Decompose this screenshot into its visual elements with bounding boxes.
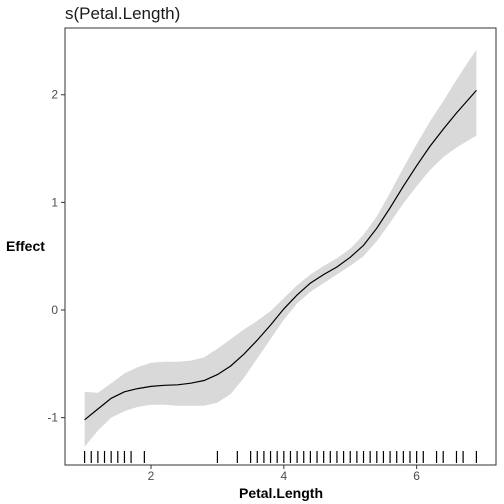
smooth-line (84, 90, 477, 421)
confidence-band (84, 49, 477, 447)
x-axis-label: Petal.Length (239, 485, 323, 501)
plot-area (64, 27, 497, 466)
x-tick-label: 6 (413, 469, 420, 483)
y-tick-label: 0 (51, 303, 58, 317)
panel-border (64, 27, 497, 466)
y-axis: -1 0 1 2 (47, 88, 65, 425)
x-tick-label: 2 (148, 469, 155, 483)
y-tick-label: 2 (51, 88, 58, 102)
x-axis: 2 4 6 (148, 465, 420, 483)
y-axis-label: Effect (6, 238, 45, 254)
y-tick-label: -1 (47, 411, 58, 425)
chart-title: s(Petal.Length) (65, 4, 180, 23)
y-tick-label: 1 (51, 195, 58, 209)
x-tick-label: 4 (280, 469, 287, 483)
